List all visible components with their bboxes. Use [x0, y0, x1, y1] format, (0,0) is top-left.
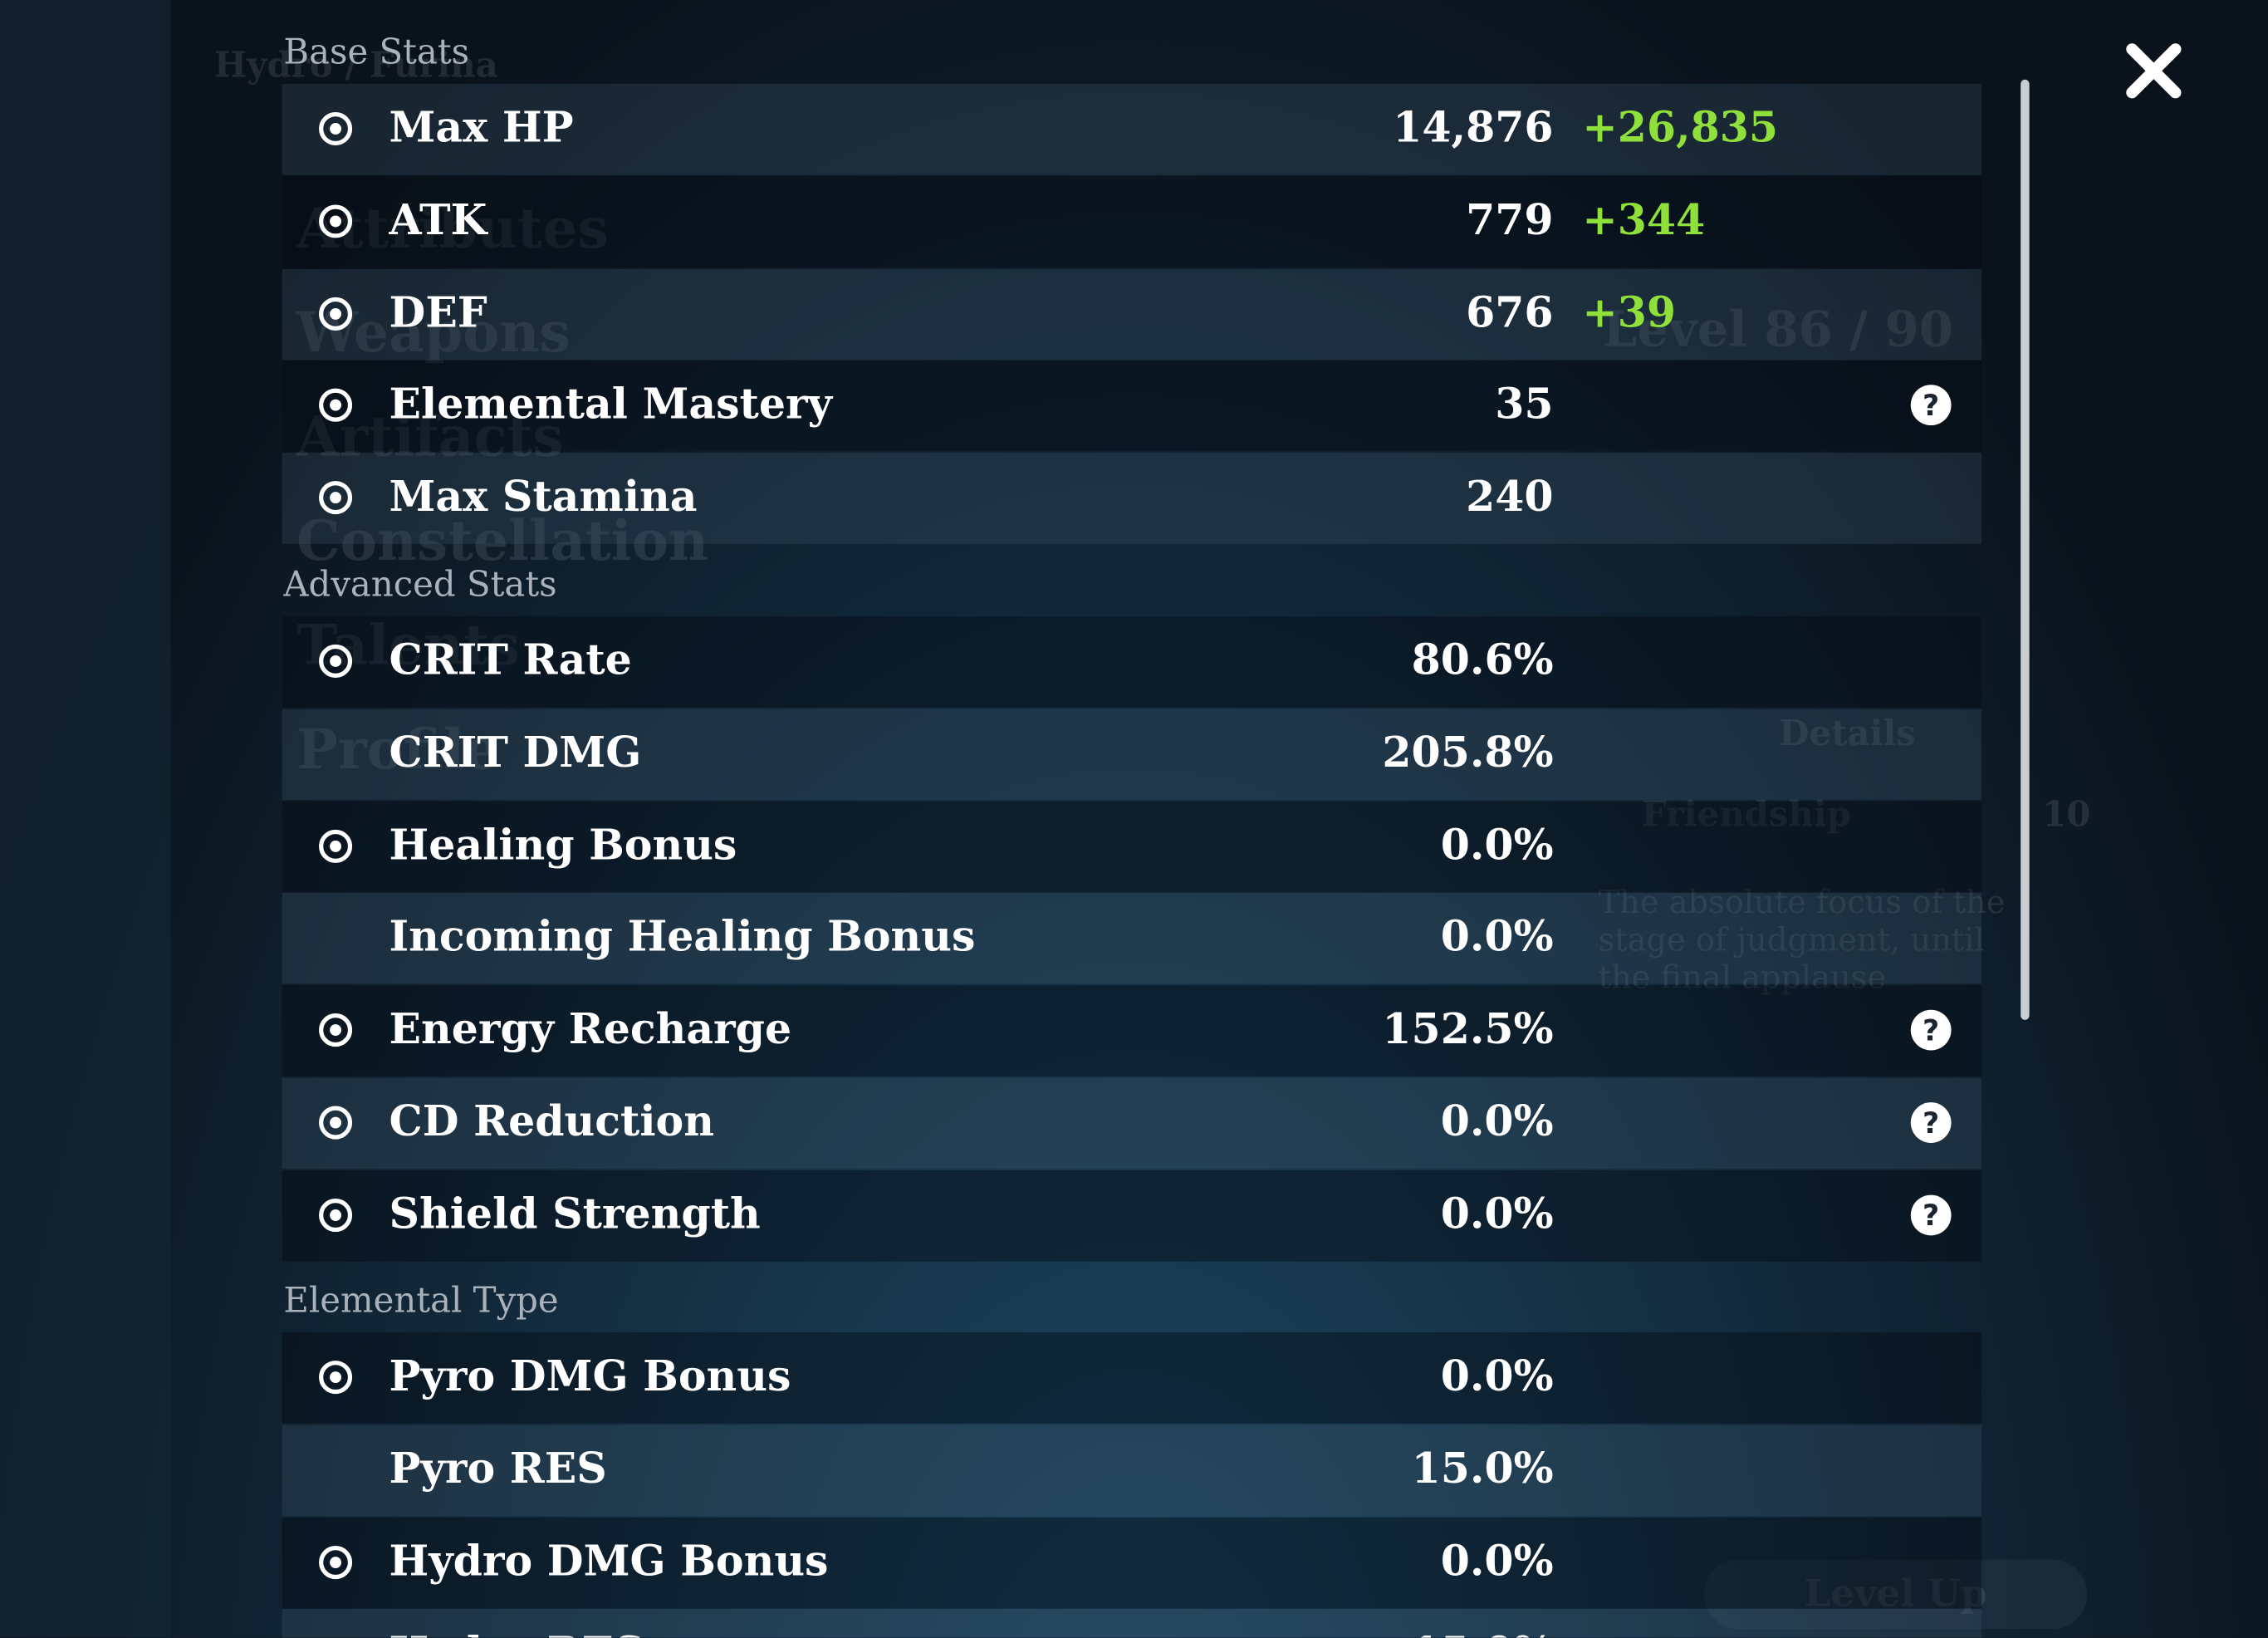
- stat-label: Pyro RES: [389, 1443, 607, 1493]
- stat-row: DEF 676 +39: [282, 268, 1982, 360]
- stat-value: 14,876: [1393, 102, 1554, 152]
- section-title: Base Stats: [283, 32, 470, 73]
- details[interactable]: Details: [1779, 711, 1916, 754]
- level-up[interactable]: Level Up: [1703, 1559, 2088, 1630]
- stat-label: DEF: [389, 287, 487, 337]
- stat-bonus: +26,835: [1582, 102, 1779, 152]
- stat-row: Pyro DMG Bonus 0.0%: [282, 1332, 1982, 1424]
- menu-item[interactable]: Constellation: [296, 508, 709, 573]
- stat-row: Incoming Healing Bonus 0.0%: [282, 893, 1982, 985]
- stat-row: Max Stamina 240: [282, 453, 1982, 545]
- stat-label: Hydro DMG Bonus: [389, 1535, 829, 1586]
- stat-value: 0.0%: [1440, 1096, 1554, 1146]
- stat-icon: [316, 827, 354, 865]
- level: Level 86 / 90: [1602, 301, 1954, 359]
- stat-bonus: +344: [1582, 194, 1706, 244]
- stat-label: CD Reduction: [389, 1096, 714, 1146]
- friendship-level: 10: [2042, 792, 2091, 835]
- stat-label: Healing Bonus: [389, 819, 737, 870]
- stat-icon: [316, 295, 354, 332]
- stat-icon: [316, 1012, 354, 1049]
- stat-icon: [316, 110, 354, 147]
- stat-row: Hydro RES 15.0%: [282, 1609, 1982, 1638]
- stat-label: CRIT DMG: [389, 727, 642, 777]
- stat-value: 15.0%: [1411, 1443, 1554, 1493]
- character-name: Hydro / Furina: [213, 43, 498, 86]
- stat-row: ATK 779 +344: [282, 176, 1982, 267]
- description: The absolute focus of the stage of judgm…: [1598, 885, 2006, 1001]
- help-icon[interactable]: ?: [1910, 1010, 1952, 1051]
- menu-item[interactable]: Weapons: [296, 299, 571, 365]
- stat-row: CRIT DMG 205.8%: [282, 709, 1982, 800]
- stat-row: CD Reduction 0.0%?: [282, 1077, 1982, 1170]
- stat-label: Elemental Mastery: [389, 380, 832, 429]
- stat-row: Healing Bonus 0.0%: [282, 801, 1982, 892]
- stat-icon: [316, 479, 354, 517]
- stat-row: Elemental Mastery 35?: [282, 360, 1982, 453]
- stat-value: 0.0%: [1440, 1189, 1554, 1238]
- section-title: Elemental Type: [283, 1280, 559, 1322]
- stat-value: 15.0%: [1412, 1628, 1554, 1638]
- help-icon[interactable]: ?: [1910, 1102, 1952, 1143]
- close-button[interactable]: [2123, 41, 2184, 101]
- stat-value: 0.0%: [1440, 1535, 1554, 1586]
- stat-value: 0.0%: [1440, 911, 1554, 962]
- menu-item[interactable]: Artifacts: [296, 403, 564, 469]
- scrollbar[interactable]: [2021, 79, 2030, 1020]
- stat-row: Max HP 14,876 +26,835: [282, 84, 1982, 175]
- stat-bonus: +39: [1582, 287, 1677, 337]
- stat-value: 152.5%: [1382, 1004, 1554, 1054]
- stat-row: CRIT Rate 80.6%: [282, 615, 1982, 708]
- stat-value: 80.6%: [1411, 635, 1554, 684]
- stat-icon: [316, 1104, 354, 1141]
- stat-icon: [316, 387, 354, 424]
- stat-icon: [316, 642, 354, 679]
- menu-item[interactable]: Profile: [296, 716, 500, 782]
- section-title: Advanced Stats: [283, 564, 557, 606]
- sidebar: [0, 0, 171, 1638]
- stat-icon: [316, 1196, 354, 1233]
- stat-label: ATK: [389, 194, 487, 244]
- stat-icon: [316, 1358, 354, 1395]
- stat-value: 676: [1466, 287, 1554, 337]
- stat-icon: [316, 1543, 354, 1581]
- help-icon[interactable]: ?: [1910, 1194, 1952, 1236]
- stat-value: 205.8%: [1382, 727, 1554, 777]
- stat-value: 0.0%: [1440, 1351, 1554, 1400]
- stat-value: 35: [1495, 380, 1554, 429]
- stat-label: CRIT Rate: [389, 635, 632, 684]
- stat-label: Max HP: [389, 102, 574, 152]
- stat-value: 779: [1466, 194, 1554, 244]
- stat-row: Energy Recharge 152.5%?: [282, 985, 1982, 1077]
- stat-label: Max Stamina: [389, 472, 698, 522]
- stat-label: Incoming Healing Bonus: [389, 911, 976, 962]
- stat-icon: [316, 202, 354, 239]
- stat-label: Energy Recharge: [389, 1004, 792, 1054]
- friendship: Friendship: [1641, 792, 1851, 835]
- stat-row: Pyro RES 15.0%: [282, 1425, 1982, 1516]
- stat-value: 0.0%: [1440, 819, 1554, 870]
- stat-label: Shield Strength: [389, 1189, 761, 1238]
- help-icon[interactable]: ?: [1910, 385, 1952, 426]
- stat-row: Shield Strength 0.0%?: [282, 1170, 1982, 1262]
- stat-row: Hydro DMG Bonus 0.0%: [282, 1517, 1982, 1609]
- stat-label: Pyro DMG Bonus: [389, 1351, 791, 1400]
- stat-label: Hydro RES: [389, 1628, 644, 1638]
- stat-value: 240: [1466, 472, 1554, 522]
